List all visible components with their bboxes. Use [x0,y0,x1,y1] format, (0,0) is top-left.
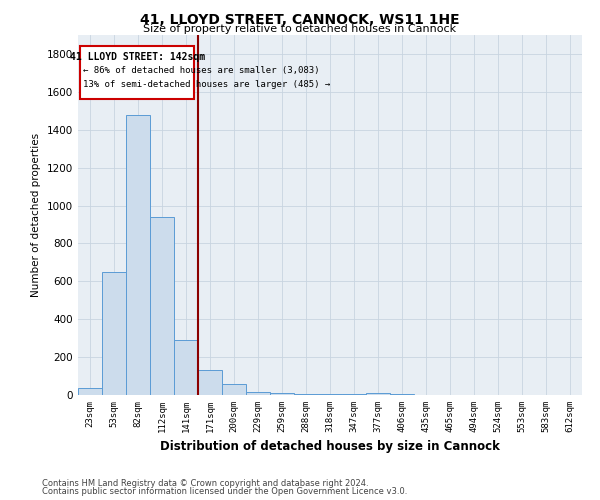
Bar [270,393,294,395]
Bar [126,114,150,395]
Y-axis label: Number of detached properties: Number of detached properties [31,133,41,297]
Bar [246,392,270,395]
Text: 13% of semi-detached houses are larger (485) →: 13% of semi-detached houses are larger (… [83,80,331,88]
Bar [78,388,102,395]
FancyBboxPatch shape [80,46,194,100]
Bar [150,217,174,395]
Bar [366,393,390,395]
Bar [174,340,198,395]
Text: Size of property relative to detached houses in Cannock: Size of property relative to detached ho… [143,24,457,34]
Bar [390,394,414,395]
X-axis label: Distribution of detached houses by size in Cannock: Distribution of detached houses by size … [160,440,500,454]
Bar [342,394,366,395]
Bar [222,384,246,395]
Bar [198,370,222,395]
Bar [318,394,342,395]
Text: Contains HM Land Registry data © Crown copyright and database right 2024.: Contains HM Land Registry data © Crown c… [42,478,368,488]
Text: 41 LLOYD STREET: 142sqm: 41 LLOYD STREET: 142sqm [70,52,205,62]
Text: Contains public sector information licensed under the Open Government Licence v3: Contains public sector information licen… [42,487,407,496]
Bar [102,272,126,395]
Text: 41, LLOYD STREET, CANNOCK, WS11 1HE: 41, LLOYD STREET, CANNOCK, WS11 1HE [140,12,460,26]
Text: ← 86% of detached houses are smaller (3,083): ← 86% of detached houses are smaller (3,… [83,66,320,76]
Bar [294,394,318,395]
